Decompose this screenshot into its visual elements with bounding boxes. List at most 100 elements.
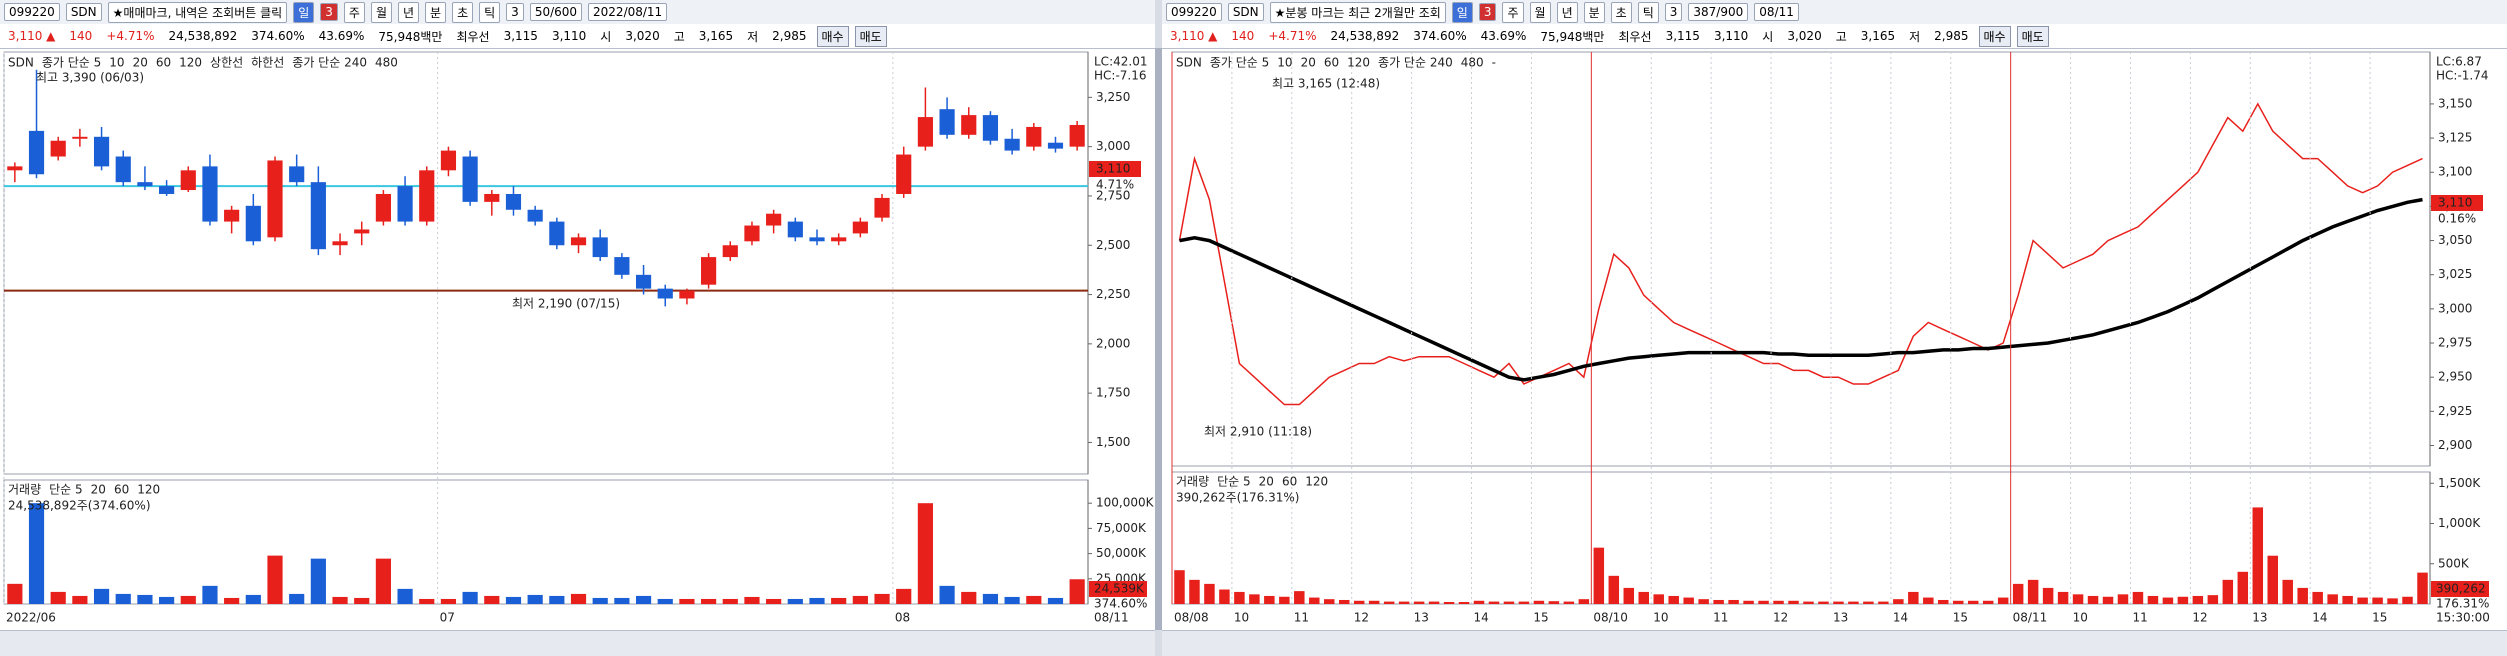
toolbar-item[interactable]: 3 [506, 3, 524, 21]
y-tick-label: 2,950 [2438, 370, 2472, 384]
legend-item: 480 [375, 56, 398, 70]
candle-body [462, 156, 478, 202]
volume-bar [1683, 597, 1694, 604]
toolbar-item[interactable]: ★매매마크, 내역은 조회버튼 클릭 [107, 1, 288, 23]
toolbar-item[interactable]: 분 [425, 1, 447, 23]
volume-bar [1503, 601, 1515, 604]
plot-area [1171, 51, 2431, 467]
candle-body [332, 241, 348, 246]
candle-body [115, 156, 131, 183]
quote-item: 최우선 [1618, 29, 1652, 44]
volume-bar [1294, 591, 1305, 604]
toolbar-item[interactable]: 년 [1556, 1, 1578, 23]
candle-body [484, 193, 500, 202]
y-tick-label: 3,100 [2438, 165, 2472, 179]
volume-box [2431, 581, 2489, 597]
candle-body [657, 288, 673, 299]
volume-bar [982, 593, 999, 604]
toolbar-item[interactable]: 387/900 [1688, 3, 1749, 21]
legend-item: 단순 5 [49, 483, 83, 497]
volume-bar [2192, 595, 2204, 604]
toolbar-item[interactable]: 3 [1478, 3, 1497, 21]
plot-area [3, 479, 1089, 605]
volume-bar [180, 595, 196, 604]
volume-bar [397, 588, 413, 604]
plot-area [1171, 471, 2431, 605]
y-tick-label: 50,000K [1096, 546, 1147, 560]
volume-bar [2372, 597, 2383, 604]
high-annotation: 최고 3,165 (12:48) [1272, 77, 1380, 91]
low-annotation: 최저 2,190 (07/15) [512, 297, 620, 311]
volume-bar [1833, 601, 1844, 604]
toolbar-item[interactable]: 3 [1664, 3, 1683, 21]
toolbar-item[interactable]: 일 [293, 1, 315, 23]
toolbar: 099220 SDN ★매매마크, 내역은 조회버튼 클릭 일 3 주 월 년 분 초 틱 3 50/6… [0, 0, 1155, 25]
toolbar-item[interactable]: SDN [65, 3, 102, 21]
candle-body [917, 117, 933, 147]
volume-bar [701, 598, 717, 604]
toolbar-item[interactable]: 099220 [4, 3, 60, 21]
toolbar-item[interactable]: 월 [1529, 1, 1551, 23]
candle-body [289, 166, 305, 183]
volume-bar [1069, 579, 1085, 604]
toolbar-item[interactable]: SDN [1227, 3, 1264, 21]
y-tick-label: 3,025 [2438, 267, 2472, 281]
volume-bar [722, 598, 738, 604]
candle-body [679, 290, 695, 299]
toolbar-item[interactable]: 08/11 [1754, 3, 1799, 21]
volume-bar [614, 597, 630, 604]
volume-bar [1174, 570, 1185, 604]
scrollbar[interactable] [0, 630, 1155, 656]
volume-bar [1368, 600, 1380, 604]
volume-bar [1997, 597, 2009, 604]
quote-item: 3,110 ▲ [1170, 29, 1218, 43]
toolbar-item[interactable]: 틱 [479, 1, 501, 23]
volume-bar [1473, 600, 1485, 604]
volume-bar [1413, 601, 1425, 604]
toolbar-item[interactable]: 099220 [1166, 3, 1222, 21]
plot-area [3, 51, 1089, 475]
quote-item: 3,110 [1713, 29, 1749, 43]
toolbar-item[interactable]: ★분봉 마크는 최근 2개월만 조회 [1269, 1, 1446, 23]
toolbar-item[interactable]: 2022/08/11 [588, 3, 668, 21]
quote-item: 매수 [1978, 25, 2011, 47]
toolbar-item[interactable]: 3 [320, 3, 338, 21]
toolbar-item[interactable]: 분 [1583, 1, 1605, 23]
quote-item: 75,948백만 [378, 29, 443, 44]
candle-body [397, 186, 413, 222]
quote-item: 374.60% [1413, 29, 1467, 43]
toolbar-item[interactable]: 월 [370, 1, 392, 23]
volume-bar [1219, 589, 1230, 604]
volume-bar [1773, 600, 1784, 604]
toolbar-item[interactable]: 틱 [1637, 1, 1659, 23]
x-tick-label: 14 [2312, 611, 2327, 625]
quote-item: 3,110 [551, 29, 587, 43]
toolbar-item[interactable]: 초 [452, 1, 474, 23]
volume-bar [2207, 595, 2219, 604]
toolbar-item[interactable]: 년 [397, 1, 420, 23]
volume-pct-label: 176.31% [2436, 597, 2489, 611]
y-tick-label: 2,000 [1096, 336, 1130, 350]
candle-body [766, 213, 782, 226]
toolbar-item[interactable]: 주 [343, 1, 365, 23]
volume-bar [1878, 601, 1889, 604]
volume-box [1089, 581, 1147, 597]
toolbar-item[interactable]: 주 [1502, 1, 1524, 23]
x-tick-label: 12 [2192, 611, 2207, 625]
toolbar-item[interactable]: 일 [1451, 1, 1473, 23]
toolbar: 099220 SDN ★분봉 마크는 최근 2개월만 조회 일 3 주 월 년 분 초 틱 3 387/… [1162, 0, 2507, 25]
volume-bar [2117, 594, 2129, 604]
toolbar-item[interactable]: 초 [1610, 1, 1632, 23]
volume-bar [375, 558, 391, 604]
candle-body [440, 150, 457, 171]
scrollbar[interactable] [1162, 630, 2507, 656]
candle-body [1047, 142, 1064, 149]
price-box-label: 3,110 [1096, 162, 1130, 176]
legend-item: 20 [1259, 475, 1274, 489]
x-tick-label: 14 [1893, 611, 1908, 625]
toolbar-item[interactable]: 50/600 [529, 3, 583, 21]
pct-box-label: 0.16% [2438, 212, 2476, 226]
legend-item: 종가 단순 240 [1378, 56, 1453, 70]
volume-bar [7, 583, 23, 604]
volume-bar [2177, 596, 2189, 604]
